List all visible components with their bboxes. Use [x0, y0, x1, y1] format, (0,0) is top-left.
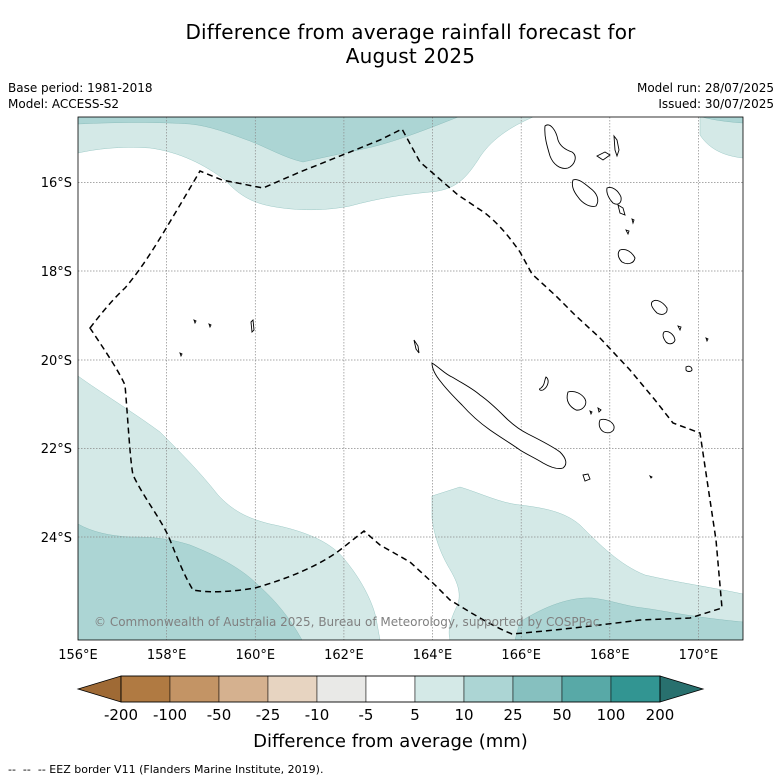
- belep-islands: [413, 339, 420, 354]
- colorbar-tick-label: 100: [597, 706, 626, 724]
- lon-tick-158: 158°E: [147, 648, 187, 663]
- lat-tick-18: 18°S: [41, 265, 72, 280]
- colorbar-cell: [316, 675, 367, 703]
- colorbar-tick-label: 10: [454, 706, 473, 724]
- colorbar-tick-label: 50: [552, 706, 571, 724]
- efate-island: [617, 249, 636, 265]
- small-islet-10: [597, 406, 602, 413]
- pentecost-island: [606, 187, 622, 205]
- colorbar-tick-label: -25: [256, 706, 281, 724]
- colorbar-cell: [218, 675, 269, 703]
- lon-tick-164: 164°E: [413, 648, 453, 663]
- lon-tick-labels: 156°E 158°E 160°E 162°E 164°E 166°E 168°…: [58, 648, 718, 663]
- lon-tick-166: 166°E: [501, 648, 541, 663]
- colorbar-tick-label: -50: [207, 706, 232, 724]
- small-islet-4: [208, 323, 212, 329]
- colorbar-tick-label: -200: [104, 706, 138, 724]
- small-islet-11: [589, 410, 593, 416]
- colorbar-title: Difference from average (mm): [253, 731, 528, 752]
- colorbar-cell: [365, 675, 416, 703]
- colorbar-tick-label: 200: [646, 706, 675, 724]
- map-frame: [77, 116, 744, 641]
- lat-tick-labels: 16°S 18°S 20°S 22°S 24°S: [41, 176, 72, 546]
- colorbar-cell: [169, 675, 220, 703]
- colorbar-tick-label: 25: [503, 706, 522, 724]
- colorbar-tick-label: -5: [359, 706, 374, 724]
- lat-tick-16: 16°S: [41, 176, 72, 191]
- gridlines: [78, 117, 743, 640]
- colorbar-cell: [267, 675, 318, 703]
- contour-top-10-25: [78, 117, 459, 163]
- rainfall-contours: [78, 117, 743, 640]
- contour-bottomleft-10-25: [78, 523, 303, 640]
- contour-top-5-10: [78, 117, 534, 210]
- erromango-island: [650, 299, 668, 315]
- small-islet-2: [193, 319, 197, 325]
- small-islet-3: [179, 352, 183, 358]
- footer-legend: -- -- -- EEZ border V11 (Flanders Marine…: [8, 763, 323, 777]
- meta-left: Base period: 1981-2018 Model: ACCESS-S2: [8, 80, 153, 112]
- copyright-notice: © Commonwealth of Australia 2025, Bureau…: [94, 615, 599, 629]
- ile-des-pins: [582, 473, 591, 482]
- ambae-island: [596, 151, 611, 161]
- maewo-island: [613, 134, 620, 158]
- small-islet-1: [250, 319, 255, 333]
- title-line-1: Difference from average rainfall forecas…: [185, 20, 636, 44]
- small-islet-7: [648, 474, 653, 479]
- tanna-island: [662, 331, 676, 345]
- lon-tick-170: 170°E: [679, 648, 719, 663]
- aneityum-island: [685, 365, 693, 372]
- contour-bottomright-10-25: [514, 597, 743, 640]
- lon-tick-156: 156°E: [58, 648, 98, 663]
- colorbar-frame: [120, 675, 661, 703]
- colorbar-extension-high: [659, 675, 705, 703]
- colorbar-cells: [120, 675, 661, 703]
- colorbar-tick-label: 5: [410, 706, 420, 724]
- lifou-island: [566, 391, 587, 411]
- lat-tick-20: 20°S: [41, 354, 72, 369]
- landmass-outlines: [179, 124, 709, 482]
- malekula-island: [571, 179, 599, 207]
- contour-topright-10-25: [701, 117, 743, 124]
- colorbar-cell: [561, 675, 612, 703]
- contour-bottomright-5-10: [431, 486, 743, 640]
- small-islet-5: [677, 325, 682, 332]
- lat-tick-24: 24°S: [41, 531, 72, 546]
- map-area: © Commonwealth of Australia 2025, Bureau…: [77, 116, 744, 641]
- colorbar: -200 -100 -50 -25 -10 -5 5 10 25 50 100 200 Differe…: [76, 675, 705, 752]
- small-islet-6: [705, 337, 709, 343]
- lat-tick-22: 22°S: [41, 442, 72, 457]
- small-islet-8: [625, 229, 630, 236]
- ouvea-island: [539, 376, 549, 391]
- eez-legend-line-icon: -- --: [8, 763, 38, 776]
- epi-island: [617, 204, 626, 216]
- lon-tick-162: 162°E: [324, 648, 364, 663]
- lon-tick-160: 160°E: [236, 648, 276, 663]
- meta-right: Model run: 28/07/2025 Issued: 30/07/2025: [637, 80, 774, 112]
- base-period-label: Base period: 1981-2018: [8, 81, 153, 95]
- title-line-2: August 2025: [345, 44, 476, 68]
- small-islet-9: [631, 218, 635, 225]
- eez-border: [89, 128, 723, 635]
- new-caledonia-island: [431, 362, 567, 470]
- lon-tick-168: 168°E: [590, 648, 630, 663]
- colorbar-cell: [120, 675, 171, 703]
- colorbar-cell: [512, 675, 563, 703]
- chart-title: Difference from average rainfall forecas…: [0, 20, 781, 68]
- model-label: Model: ACCESS-S2: [8, 97, 120, 111]
- colorbar-extension-low: [76, 675, 122, 703]
- model-run-label: Model run: 28/07/2025: [636, 81, 774, 95]
- espiritu-santo-island: [544, 124, 576, 169]
- colorbar-tick-label: -100: [153, 706, 187, 724]
- mare-island: [598, 418, 615, 434]
- colorbar-tick-label: -10: [305, 706, 330, 724]
- colorbar-cell: [414, 675, 465, 703]
- eez-legend-text: -- EEZ border V11 (Flanders Marine Insti…: [37, 763, 324, 776]
- colorbar-cell: [610, 675, 661, 703]
- colorbar-cell: [463, 675, 514, 703]
- issued-label: Issued: 30/07/2025: [658, 97, 774, 111]
- colorbar-labels: -200 -100 -50 -25 -10 -5 5 10 25 50 100 200: [104, 706, 674, 724]
